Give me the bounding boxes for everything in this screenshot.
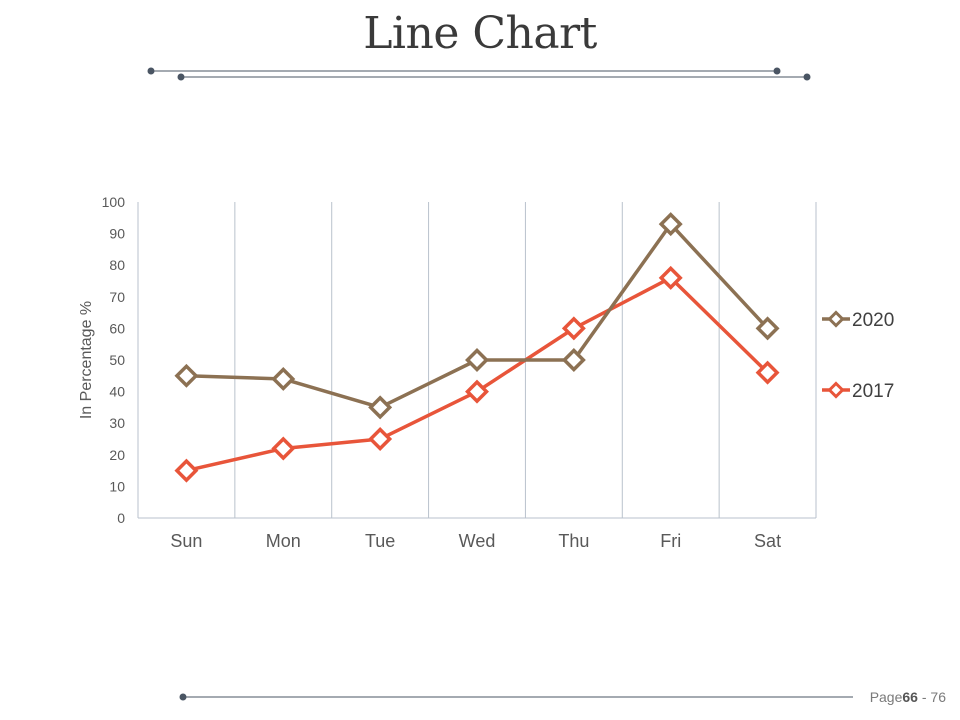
x-tick-label: Sat <box>754 531 781 551</box>
data-point <box>174 363 199 388</box>
legend-entry: 2017 <box>822 381 894 402</box>
data-point <box>755 360 780 385</box>
title-underline-top <box>147 67 781 75</box>
data-point <box>368 395 393 420</box>
x-tick-label: Wed <box>459 531 496 551</box>
x-tick-label: Thu <box>558 531 589 551</box>
legend-entry: 2020 <box>822 310 894 331</box>
data-point <box>658 265 683 290</box>
title-underline-dot <box>803 73 811 81</box>
series-line <box>186 276 769 473</box>
title-underline-dot <box>147 67 155 75</box>
data-point <box>465 348 489 372</box>
data-point <box>271 436 296 461</box>
data-point <box>271 366 296 391</box>
title-underline-dot <box>773 67 781 75</box>
footer-rule <box>179 693 853 701</box>
series-2017 <box>174 265 780 483</box>
legend-label: 2020 <box>852 310 894 331</box>
y-axis-label: In Percentage % <box>78 301 95 419</box>
page-label: Page <box>869 689 903 705</box>
data-point <box>658 212 683 237</box>
page-footer: Page66 - 76 <box>870 689 946 705</box>
data-point <box>368 427 393 451</box>
page-number: 66 <box>902 689 918 705</box>
data-point <box>755 316 780 341</box>
x-tick-label: Tue <box>365 531 395 551</box>
x-tick-label: Sun <box>170 531 202 551</box>
y-tick-label: 100 <box>102 194 126 210</box>
x-tick-label: Fri <box>660 531 681 551</box>
legend-marker <box>827 381 845 399</box>
y-tick-label: 50 <box>109 352 125 368</box>
y-tick-label: 0 <box>117 510 125 526</box>
y-tick-label: 70 <box>109 289 125 305</box>
data-point <box>465 379 489 404</box>
y-tick-label: 60 <box>109 320 125 336</box>
legend-marker <box>827 310 845 328</box>
y-tick-label: 20 <box>109 447 125 463</box>
page-separator: - <box>917 689 931 705</box>
y-tick-label: 30 <box>109 415 125 431</box>
x-tick-label: Mon <box>266 531 301 551</box>
data-point <box>174 458 199 483</box>
data-point <box>561 316 586 341</box>
title-underline-bottom <box>177 73 811 81</box>
title-underline-dot <box>177 73 185 81</box>
slide-title: Line Chart <box>363 8 597 59</box>
series-2020 <box>174 212 780 420</box>
legend-label: 2017 <box>852 381 894 402</box>
y-tick-label: 80 <box>109 257 125 273</box>
y-tick-label: 10 <box>109 478 125 494</box>
y-tick-label: 40 <box>109 384 125 400</box>
footer-rule-dot <box>179 693 187 701</box>
total-pages: 76 <box>930 689 946 705</box>
y-tick-label: 90 <box>109 226 125 242</box>
data-point <box>561 348 586 372</box>
